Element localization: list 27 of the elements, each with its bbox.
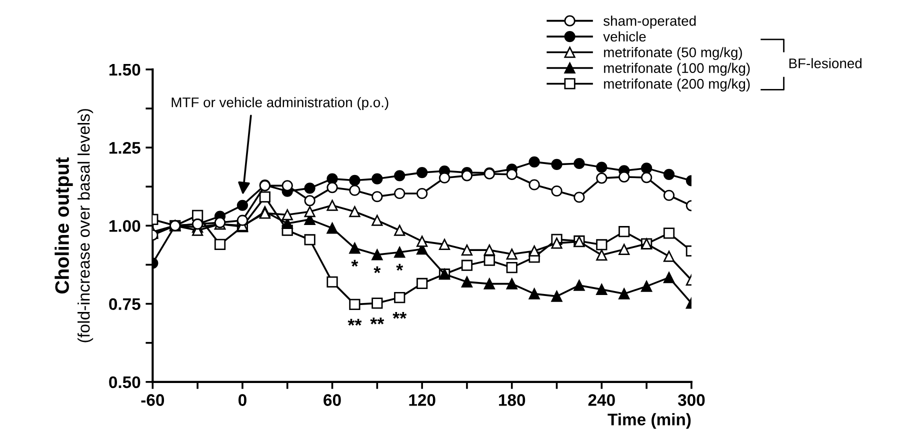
y-tick-label: 0.75 (109, 298, 140, 310)
x-tick-label: 300 (678, 394, 705, 406)
annotation: ** (392, 312, 407, 319)
legend-label: sham-operated (604, 16, 696, 29)
x-tick-label: 120 (409, 394, 436, 406)
x-tick-label: 240 (588, 394, 615, 406)
y-tick-label: 0.50 (109, 376, 140, 388)
x-tick-label: 60 (324, 394, 341, 406)
x-axis-title: Time (min) (608, 413, 691, 429)
annotation: * (396, 264, 404, 271)
legend-label: metrifonate (50 mg/kg) (604, 47, 742, 60)
annotation: ** (370, 318, 384, 324)
annotation: * (351, 260, 358, 267)
legend-label: metrifonate (200 mg/kg) (604, 78, 750, 92)
annotation: MTF or vehicle administration (p.o.) (172, 97, 388, 110)
x-tick-label: -60 (141, 394, 164, 406)
text: BF-lesioned (789, 58, 862, 68)
annotation: * (374, 266, 381, 274)
y-tick-label: 1.25 (109, 142, 140, 154)
annotation: ** (348, 318, 362, 326)
y-axis-title: Choline output (fold-increase over basal levels) (54, 109, 94, 342)
y-tick-label: 1.00 (109, 220, 140, 232)
legend-label: vehicle (603, 31, 646, 42)
x-tick-label: 180 (499, 394, 526, 406)
y-tick-label: 1.50 (109, 64, 140, 76)
legend-label: metrifonate (100 mg/kg) (604, 62, 750, 76)
x-tick-label: 0 (238, 394, 246, 406)
